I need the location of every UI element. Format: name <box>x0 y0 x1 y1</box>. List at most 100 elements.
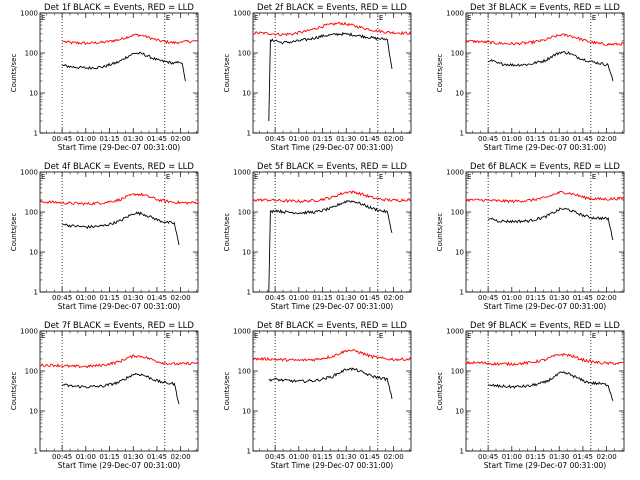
corner-marker-left: E <box>254 14 258 22</box>
x-tick-label: 02:00 <box>384 294 404 302</box>
lld-series-line <box>252 348 412 362</box>
x-tick-label: 01:30 <box>549 135 569 143</box>
y-axis-label: Counts/sec <box>223 213 231 252</box>
chart-title: Det 4f BLACK = Events, RED = LLD <box>44 162 194 172</box>
y-tick-label: 100 <box>25 50 38 58</box>
events-series-line <box>487 50 614 82</box>
y-tick-label: 1 <box>247 130 251 138</box>
x-axis-label: Start Time (29-Dec-07 00:31:00) <box>484 143 606 152</box>
corner-marker-left: E <box>467 14 471 22</box>
x-tick-label: 01:30 <box>336 294 356 302</box>
x-tick-label: 02:00 <box>597 453 617 461</box>
x-tick-label: 01:00 <box>502 294 522 302</box>
x-tick-label: 01:45 <box>573 135 593 143</box>
x-tick-label: 01:15 <box>99 453 119 461</box>
y-tick-label: 1000 <box>233 169 251 177</box>
corner-marker-right: E <box>592 173 596 181</box>
corner-marker-right: E <box>166 332 170 340</box>
x-tick-label: 02:00 <box>597 135 617 143</box>
x-axis-label: Start Time (29-Dec-07 00:31:00) <box>58 143 180 152</box>
chart-title: Det 3f BLACK = Events, RED = LLD <box>470 3 620 13</box>
x-tick-label: 01:45 <box>360 294 380 302</box>
chart-title: Det 5f BLACK = Events, RED = LLD <box>257 162 407 172</box>
x-tick-label: 01:30 <box>549 294 569 302</box>
x-axis-label: Start Time (29-Dec-07 00:31:00) <box>271 461 393 470</box>
x-tick-label: 00:45 <box>52 294 72 302</box>
x-tick-label: 01:30 <box>336 453 356 461</box>
x-tick-label: 01:45 <box>147 453 167 461</box>
x-tick-label: 01:15 <box>525 135 545 143</box>
y-tick-label: 10 <box>29 249 38 257</box>
x-tick-label: 00:45 <box>478 135 498 143</box>
y-tick-label: 1000 <box>446 328 464 336</box>
x-tick-label: 01:30 <box>123 135 143 143</box>
chart-title: Det 8f BLACK = Events, RED = LLD <box>257 321 407 331</box>
x-tick-label: 01:00 <box>289 453 309 461</box>
corner-marker-left: E <box>254 332 258 340</box>
chart-panel-2: Det 2f BLACK = Events, RED = LLD 1 10 100 10… <box>223 3 412 152</box>
y-tick-label: 1 <box>460 448 464 456</box>
x-tick-label: 01:15 <box>99 135 119 143</box>
chart-title: Det 1f BLACK = Events, RED = LLD <box>44 3 194 13</box>
plot-frame <box>465 12 625 134</box>
events-series-line <box>487 207 614 241</box>
y-tick-label: 1 <box>460 130 464 138</box>
y-tick-label: 1 <box>247 289 251 297</box>
events-series-line <box>61 51 186 82</box>
events-series-line <box>268 367 393 400</box>
y-tick-label: 100 <box>238 368 251 376</box>
chart-panel-5: Det 5f BLACK = Events, RED = LLD 1 10 100 10… <box>223 162 412 311</box>
y-axis-label: Counts/sec <box>436 213 444 252</box>
y-tick-label: 10 <box>242 90 251 98</box>
y-tick-label: 1 <box>460 289 464 297</box>
y-tick-label: 1 <box>34 289 38 297</box>
chart-title: Det 6f BLACK = Events, RED = LLD <box>470 162 620 172</box>
x-tick-label: 01:15 <box>525 294 545 302</box>
y-axis-label: Counts/sec <box>436 54 444 93</box>
y-tick-label: 1000 <box>20 328 38 336</box>
lld-series-line <box>61 33 199 46</box>
plot-frame <box>39 12 199 134</box>
x-axis-label: Start Time (29-Dec-07 00:31:00) <box>271 302 393 311</box>
x-tick-label: 01:45 <box>360 135 380 143</box>
y-tick-label: 1000 <box>233 328 251 336</box>
x-axis-label: Start Time (29-Dec-07 00:31:00) <box>484 461 606 470</box>
x-axis-label: Start Time (29-Dec-07 00:31:00) <box>484 302 606 311</box>
chart-panel-8: Det 8f BLACK = Events, RED = LLD 1 10 100 10… <box>223 321 412 470</box>
chart-title: Det 9f BLACK = Events, RED = LLD <box>470 321 620 331</box>
corner-marker-left: E <box>41 14 45 22</box>
corner-marker-left: E <box>254 173 258 181</box>
lld-series-line <box>465 191 625 204</box>
corner-marker-right: E <box>379 332 383 340</box>
x-tick-label: 00:45 <box>265 453 285 461</box>
x-tick-label: 00:45 <box>52 135 72 143</box>
chart-panel-7: Det 7f BLACK = Events, RED = LLD 1 10 100 10… <box>10 321 199 470</box>
plot-frame <box>465 171 625 293</box>
x-tick-label: 01:15 <box>525 453 545 461</box>
x-tick-label: 01:30 <box>336 135 356 143</box>
x-tick-label: 02:00 <box>171 135 191 143</box>
corner-marker-right: E <box>592 332 596 340</box>
events-series-line <box>268 31 393 122</box>
x-tick-label: 02:00 <box>171 294 191 302</box>
plot-frame <box>39 330 199 452</box>
chart-panel-4: Det 4f BLACK = Events, RED = LLD 1 10 100 10… <box>10 162 199 311</box>
x-tick-label: 01:45 <box>147 135 167 143</box>
y-tick-label: 100 <box>451 368 464 376</box>
y-tick-label: 1 <box>34 448 38 456</box>
corner-marker-left: E <box>467 332 471 340</box>
plot-frame <box>252 330 412 452</box>
y-tick-label: 10 <box>455 90 464 98</box>
y-tick-label: 100 <box>238 209 251 217</box>
y-tick-label: 100 <box>451 209 464 217</box>
y-tick-label: 100 <box>25 368 38 376</box>
x-tick-label: 01:15 <box>312 453 332 461</box>
lld-series-line <box>252 190 412 204</box>
corner-marker-left: E <box>41 173 45 181</box>
x-tick-label: 02:00 <box>171 453 191 461</box>
x-tick-label: 00:45 <box>52 453 72 461</box>
x-tick-label: 02:00 <box>384 135 404 143</box>
x-axis-label: Start Time (29-Dec-07 00:31:00) <box>58 302 180 311</box>
lld-series-line <box>465 352 625 367</box>
x-tick-label: 02:00 <box>384 453 404 461</box>
